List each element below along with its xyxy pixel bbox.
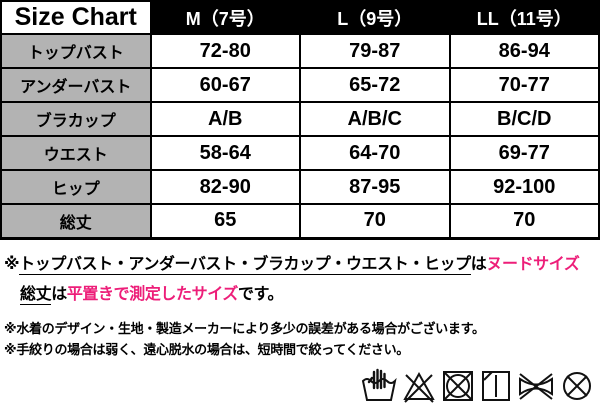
table-row-waist: ウエスト 58-64 64-70 69-77	[0, 135, 600, 171]
cell-value: A/B/C	[299, 101, 451, 137]
cell-value: 65-72	[299, 67, 451, 103]
cell-value: 87-95	[299, 169, 451, 205]
note-flat-measured: 総丈は平置きで測定したサイズです。	[4, 284, 600, 306]
note-particle: は	[470, 256, 487, 273]
note-highlight-flat-size: 平置きで測定したサイズ	[66, 286, 239, 303]
note-marker: ※	[4, 256, 20, 273]
cell-value: 70	[299, 203, 451, 240]
row-label: ヒップ	[0, 169, 152, 205]
cell-value: 92-100	[448, 169, 600, 205]
column-header-ll: LL（11号）	[448, 0, 600, 35]
cell-value: 79-87	[299, 33, 451, 69]
row-label: アンダーバスト	[0, 67, 152, 103]
hand-wash-icon	[360, 366, 398, 403]
cell-value: 58-64	[149, 135, 301, 171]
column-header-m: M（7号）	[149, 0, 301, 35]
cell-value: 70-77	[448, 67, 600, 103]
cell-value: 72-80	[149, 33, 301, 69]
cell-value: B/C/D	[448, 101, 600, 137]
cell-value: 60-67	[149, 67, 301, 103]
cell-value: 70	[448, 203, 600, 240]
table-header-row: Size Chart M（7号） L（9号） LL（11号）	[0, 0, 600, 35]
notes-section: ※トップバスト・アンダーバスト・ブラカップ・ウエスト・ヒップはヌードサイズ 総丈…	[4, 248, 600, 359]
note-highlight-nude-size: ヌードサイズ	[486, 256, 580, 273]
cell-value: 69-77	[448, 135, 600, 171]
row-label: 総丈	[0, 203, 152, 240]
no-tumble-dry-icon	[440, 366, 476, 403]
column-header-l: L（9号）	[299, 0, 451, 35]
note-total-length-label: 総丈	[20, 286, 52, 305]
cell-value: 65	[149, 203, 301, 240]
table-row-bra-cup: ブラカップ A/B A/B/C B/C/D	[0, 101, 600, 137]
care-icons-row	[360, 366, 595, 403]
drip-dry-in-shade-icon	[479, 366, 513, 403]
row-label: トップバスト	[0, 33, 152, 69]
row-label: ブラカップ	[0, 101, 152, 137]
note-tolerance: ※水着のデザイン・生地・製造メーカーにより多少の誤差がある場合がございます。	[4, 321, 485, 336]
note-measurement-list: トップバスト・アンダーバスト・ブラカップ・ウエスト・ヒップ	[19, 256, 471, 275]
no-bleach-icon	[401, 366, 437, 403]
table-row-total-length: 総丈 65 70 70	[0, 203, 600, 240]
note-particle: は	[51, 286, 67, 303]
size-chart-table: Size Chart M（7号） L（9号） LL（11号） トップバスト 72…	[0, 0, 600, 240]
no-dry-clean-icon	[559, 366, 595, 403]
note-nude-size: ※トップバスト・アンダーバスト・ブラカップ・ウエスト・ヒップはヌードサイズ	[4, 254, 600, 276]
note-wring-instruction: ※手絞りの場合は弱く、遠心脱水の場合は、短時間で絞ってください。	[4, 342, 409, 357]
table-row-top-bust: トップバスト 72-80 79-87 86-94	[0, 33, 600, 69]
row-label: ウエスト	[0, 135, 152, 171]
note-suffix: です。	[237, 286, 284, 303]
cell-value: 86-94	[448, 33, 600, 69]
cell-value: 64-70	[299, 135, 451, 171]
cell-value: 82-90	[149, 169, 301, 205]
table-title: Size Chart	[0, 0, 152, 35]
cell-value: A/B	[149, 101, 301, 137]
no-wring-icon	[516, 366, 556, 403]
table-row-under-bust: アンダーバスト 60-67 65-72 70-77	[0, 67, 600, 103]
table-row-hip: ヒップ 82-90 87-95 92-100	[0, 169, 600, 205]
